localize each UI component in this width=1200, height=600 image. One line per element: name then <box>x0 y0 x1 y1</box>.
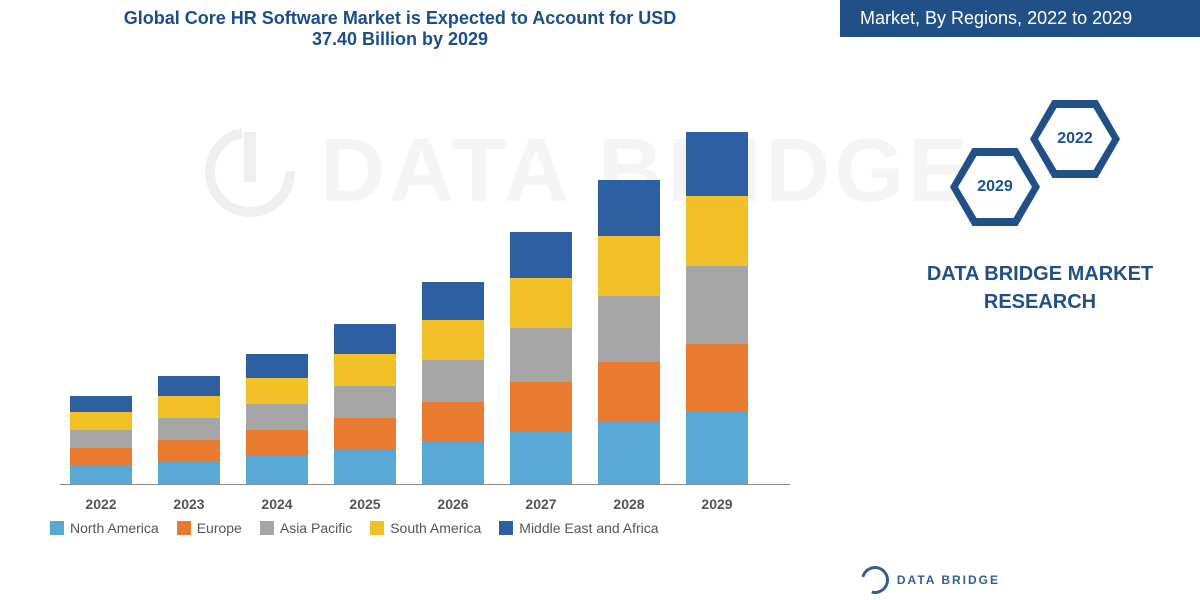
title-line-2: 37.40 Billion by 2029 <box>30 29 770 50</box>
brand-line-2: RESEARCH <box>910 288 1170 316</box>
bar-2028: 2028 <box>598 180 660 484</box>
segment-asia-pacific <box>158 418 220 440</box>
segment-europe <box>70 448 132 466</box>
segment-north-america <box>158 462 220 484</box>
legend-item-middle-east-and-africa: Middle East and Africa <box>499 520 658 536</box>
x-label: 2028 <box>613 496 644 512</box>
hex-2022-label: 2022 <box>1057 130 1093 148</box>
segment-europe <box>598 362 660 422</box>
segment-asia-pacific <box>598 296 660 362</box>
segment-north-america <box>686 412 748 484</box>
segment-europe <box>158 440 220 462</box>
bar-stack <box>334 324 396 484</box>
legend-swatch <box>499 521 513 535</box>
bar-stack <box>422 282 484 484</box>
x-label: 2029 <box>701 496 732 512</box>
segment-south-america <box>598 236 660 296</box>
x-label: 2023 <box>173 496 204 512</box>
bar-stack <box>686 132 748 484</box>
segment-europe <box>422 402 484 442</box>
bar-2027: 2027 <box>510 232 572 484</box>
hex-2029: 2029 <box>950 148 1040 226</box>
chart-legend: North America Europe Asia Pacific South Ame… <box>50 520 659 536</box>
x-label: 2025 <box>349 496 380 512</box>
legend-item-europe: Europe <box>177 520 242 536</box>
segment-europe <box>334 418 396 450</box>
segment-middle-east-and-africa <box>686 132 748 196</box>
legend-swatch <box>50 521 64 535</box>
segment-europe <box>686 344 748 412</box>
segment-south-america <box>334 354 396 386</box>
bar-2022: 2022 <box>70 396 132 484</box>
segment-north-america <box>422 442 484 484</box>
footer-logo-icon <box>856 561 894 599</box>
segment-middle-east-and-africa <box>70 396 132 412</box>
bar-stack <box>158 376 220 484</box>
segment-middle-east-and-africa <box>158 376 220 396</box>
legend-item-south-america: South America <box>370 520 481 536</box>
bar-2026: 2026 <box>422 282 484 484</box>
segment-europe <box>510 382 572 432</box>
segment-south-america <box>158 396 220 418</box>
segment-middle-east-and-africa <box>334 324 396 354</box>
x-label: 2027 <box>525 496 556 512</box>
legend-label: North America <box>70 520 159 536</box>
right-panel: 2029 2022 DATA BRIDGE MARKET RESEARCH <box>850 40 1200 560</box>
segment-asia-pacific <box>686 266 748 344</box>
title-line-1: Global Core HR Software Market is Expect… <box>30 8 770 29</box>
segment-asia-pacific <box>246 404 308 430</box>
segment-asia-pacific <box>334 386 396 418</box>
legend-swatch <box>260 521 274 535</box>
segment-south-america <box>510 278 572 328</box>
legend-swatch <box>370 521 384 535</box>
legend-label: Asia Pacific <box>280 520 352 536</box>
segment-asia-pacific <box>422 360 484 402</box>
x-label: 2022 <box>85 496 116 512</box>
segment-middle-east-and-africa <box>422 282 484 320</box>
segment-europe <box>246 430 308 456</box>
segment-south-america <box>246 378 308 404</box>
segment-north-america <box>70 466 132 484</box>
segment-south-america <box>70 412 132 430</box>
brand-line-1: DATA BRIDGE MARKET <box>910 260 1170 288</box>
segment-south-america <box>422 320 484 360</box>
segment-asia-pacific <box>510 328 572 382</box>
segment-asia-pacific <box>70 430 132 448</box>
bar-2023: 2023 <box>158 376 220 484</box>
x-label: 2024 <box>261 496 292 512</box>
x-label: 2026 <box>437 496 468 512</box>
footer-logo-text: DATA BRIDGE <box>897 573 1000 587</box>
segment-north-america <box>598 422 660 484</box>
chart-title: Global Core HR Software Market is Expect… <box>30 8 770 50</box>
hex-2029-label: 2029 <box>977 178 1013 196</box>
segment-middle-east-and-africa <box>510 232 572 278</box>
bar-2024: 2024 <box>246 354 308 484</box>
region-banner: Market, By Regions, 2022 to 2029 <box>840 0 1200 37</box>
legend-label: Europe <box>197 520 242 536</box>
footer-logo: DATA BRIDGE <box>861 566 1000 594</box>
stacked-bar-chart: 2022 2023 2024 2025 2026 2027 2028 2029 <box>60 85 790 485</box>
segment-north-america <box>334 450 396 484</box>
legend-label: Middle East and Africa <box>519 520 658 536</box>
legend-item-asia-pacific: Asia Pacific <box>260 520 352 536</box>
hex-2022: 2022 <box>1030 100 1120 178</box>
hex-2029-inner: 2029 <box>958 156 1032 218</box>
bar-2029: 2029 <box>686 132 748 484</box>
segment-south-america <box>686 196 748 266</box>
region-banner-text: Market, By Regions, 2022 to 2029 <box>860 8 1132 28</box>
bar-stack <box>246 354 308 484</box>
bar-2025: 2025 <box>334 324 396 484</box>
legend-item-north-america: North America <box>50 520 159 536</box>
bar-stack <box>70 396 132 484</box>
legend-swatch <box>177 521 191 535</box>
brand-label: DATA BRIDGE MARKET RESEARCH <box>910 260 1170 316</box>
hex-2022-inner: 2022 <box>1038 108 1112 170</box>
segment-middle-east-and-africa <box>246 354 308 378</box>
legend-label: South America <box>390 520 481 536</box>
segment-north-america <box>246 456 308 484</box>
segment-middle-east-and-africa <box>598 180 660 236</box>
bar-stack <box>510 232 572 484</box>
segment-north-america <box>510 432 572 484</box>
bar-stack <box>598 180 660 484</box>
